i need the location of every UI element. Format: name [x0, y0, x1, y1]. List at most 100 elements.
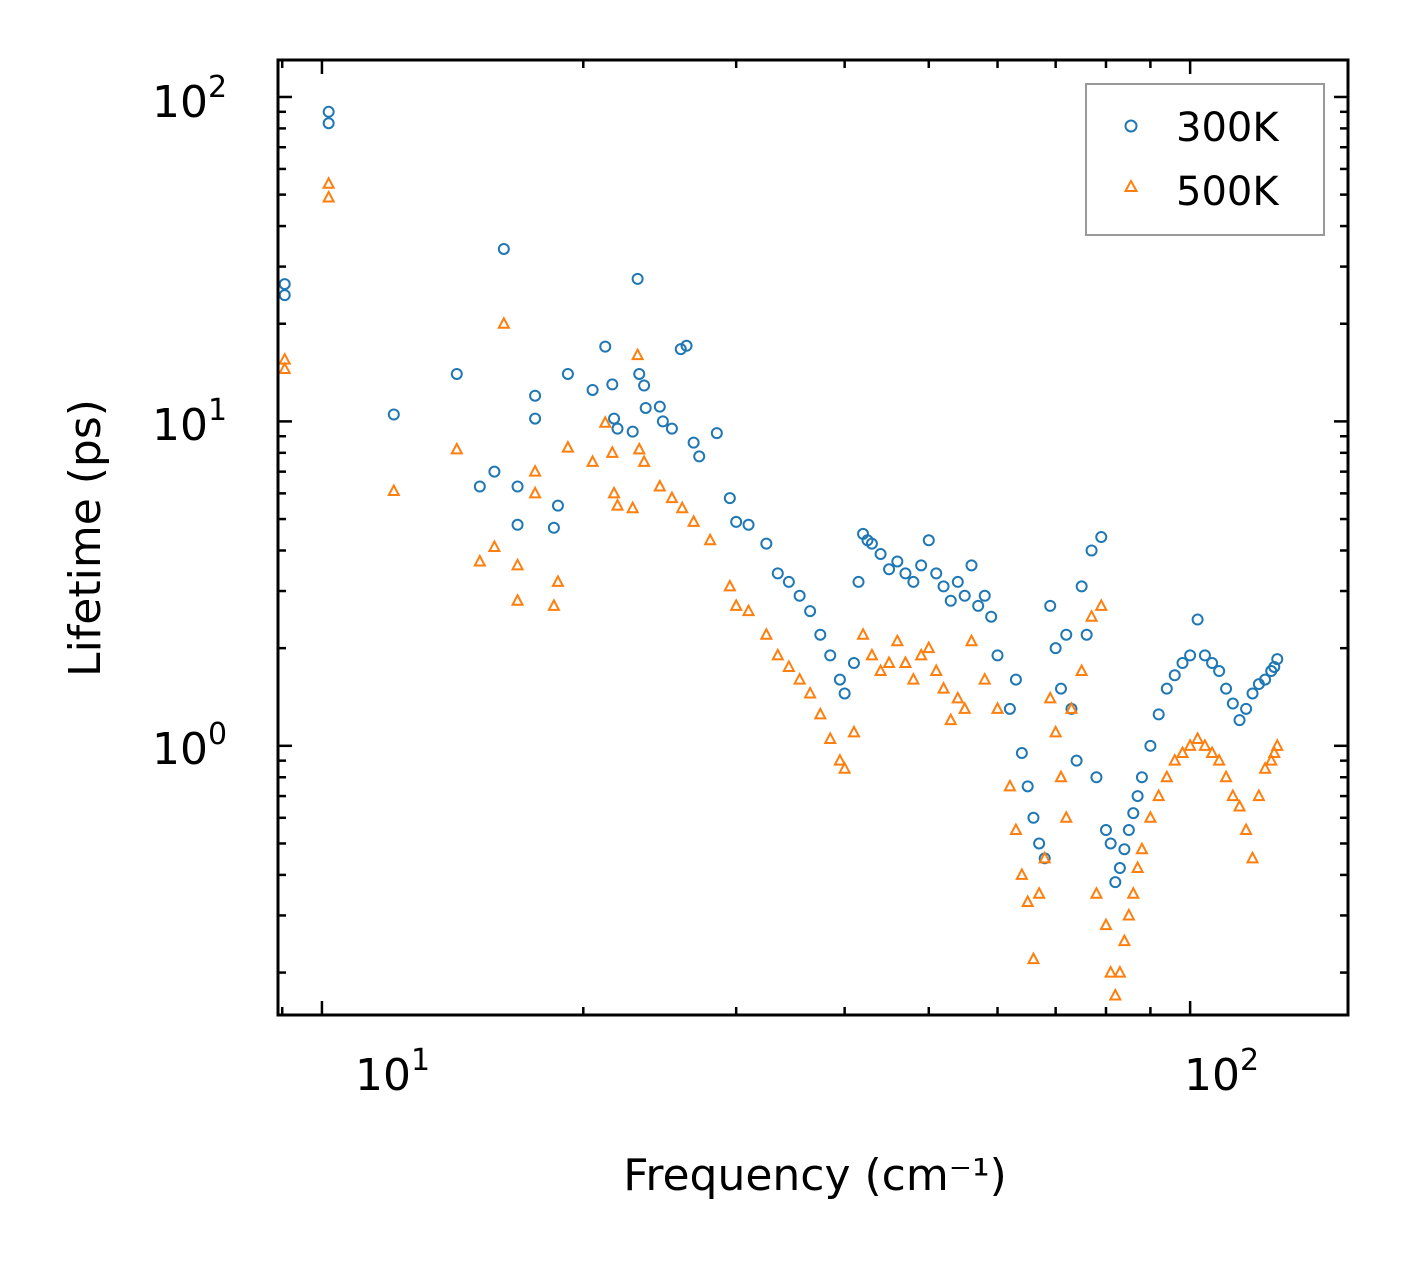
point-500k-10: [510, 593, 525, 606]
point-300k-80: [1070, 754, 1083, 767]
point-500k-51: [922, 640, 936, 654]
legend-label-500k: 500K: [1176, 169, 1280, 215]
point-500k-78: [1108, 987, 1122, 1001]
point-500k-64: [1026, 951, 1041, 965]
point-500k-47: [890, 633, 904, 647]
point-500k-102: [1264, 753, 1278, 766]
legend-label-300k: 300K: [1176, 105, 1280, 151]
point-300k-72: [1027, 811, 1040, 824]
point-300k-2: [322, 105, 335, 118]
point-300k-26: [653, 400, 666, 413]
point-300k-59: [937, 580, 950, 593]
point-500k-12: [528, 485, 542, 499]
point-300k-70: [1015, 747, 1028, 760]
point-300k-33: [710, 427, 723, 440]
point-300k-61: [951, 575, 964, 588]
point-300k-107: [1233, 714, 1246, 727]
point-300k-64: [972, 599, 985, 612]
point-500k-59: [990, 701, 1005, 714]
point-500k-63: [1021, 894, 1035, 908]
point-500k-74: [1089, 886, 1104, 899]
series-300k-points: [278, 105, 1284, 889]
point-300k-71: [1021, 780, 1034, 793]
point-300k-113: [1268, 660, 1281, 673]
point-300k-114: [1271, 653, 1284, 666]
point-500k-4: [387, 483, 401, 497]
point-500k-83: [1130, 860, 1145, 874]
point-500k-13: [547, 598, 561, 611]
point-500k-31: [729, 598, 743, 611]
point-500k-20: [610, 497, 625, 511]
point-500k-45: [873, 663, 888, 677]
point-500k-21: [626, 500, 640, 514]
y-axis-label: Lifetime (ps): [60, 399, 111, 677]
point-500k-69: [1054, 769, 1068, 783]
point-500k-94: [1212, 753, 1226, 766]
point-500k-17: [598, 415, 612, 428]
point-300k-93: [1131, 790, 1144, 803]
point-300k-98: [1168, 669, 1181, 682]
point-300k-40: [793, 589, 806, 602]
point-500k-52: [929, 663, 943, 677]
point-300k-28: [665, 422, 678, 435]
point-300k-41: [804, 605, 817, 618]
point-500k-104: [1270, 738, 1284, 751]
point-300k-53: [891, 555, 904, 568]
point-300k-35: [730, 515, 743, 528]
y-tick-label-1: 100: [152, 717, 227, 775]
point-300k-3: [322, 117, 335, 130]
point-300k-85: [1095, 531, 1108, 544]
major-ticks: [278, 60, 1348, 1015]
point-500k-28: [686, 514, 701, 527]
point-300k-95: [1144, 739, 1157, 752]
point-300k-81: [1075, 580, 1088, 593]
point-300k-16: [586, 383, 599, 396]
point-300k-56: [915, 559, 928, 572]
point-300k-57: [922, 534, 935, 547]
legend: 300K 500K: [1085, 83, 1325, 236]
point-300k-84: [1090, 771, 1103, 784]
point-500k-25: [653, 478, 667, 492]
legend-box: [1085, 83, 1325, 236]
point-500k-1: [278, 361, 292, 375]
point-500k-71: [1064, 701, 1079, 714]
point-300k-15: [561, 367, 574, 380]
point-500k-101: [1258, 761, 1272, 774]
point-500k-26: [665, 490, 679, 504]
point-500k-62: [1015, 867, 1029, 880]
point-300k-13: [547, 521, 560, 534]
point-500k-58: [978, 671, 992, 685]
y-tick-label-100: 102: [152, 70, 227, 128]
x-axis-label: Frequency (cm⁻¹): [623, 1150, 1007, 1201]
point-300k-32: [693, 450, 706, 463]
point-500k-16: [585, 454, 600, 467]
point-300k-18: [606, 378, 619, 391]
point-300k-29: [674, 343, 687, 356]
point-300k-66: [985, 610, 998, 623]
point-500k-65: [1032, 886, 1046, 899]
point-300k-37: [760, 537, 773, 550]
point-300k-44: [833, 673, 846, 686]
point-300k-25: [639, 401, 652, 414]
point-300k-22: [631, 272, 644, 285]
point-500k-11: [528, 463, 542, 477]
point-500k-84: [1135, 841, 1149, 855]
point-500k-3: [322, 189, 336, 203]
point-500k-30: [723, 578, 737, 592]
point-500k-5: [450, 441, 464, 455]
point-500k-50: [914, 647, 928, 661]
plot-frame: [276, 58, 1350, 1017]
point-300k-90: [1118, 843, 1131, 856]
point-500k-49: [906, 671, 921, 685]
point-300k-10: [511, 518, 524, 531]
point-500k-44: [865, 647, 879, 661]
point-500k-38: [813, 706, 827, 720]
point-300k-8: [497, 242, 510, 255]
point-500k-103: [1267, 745, 1281, 759]
point-300k-83: [1085, 544, 1098, 557]
point-300k-73: [1033, 837, 1046, 850]
point-300k-54: [899, 567, 912, 580]
point-300k-39: [782, 575, 795, 588]
point-500k-37: [803, 685, 817, 699]
point-300k-51: [874, 548, 887, 561]
